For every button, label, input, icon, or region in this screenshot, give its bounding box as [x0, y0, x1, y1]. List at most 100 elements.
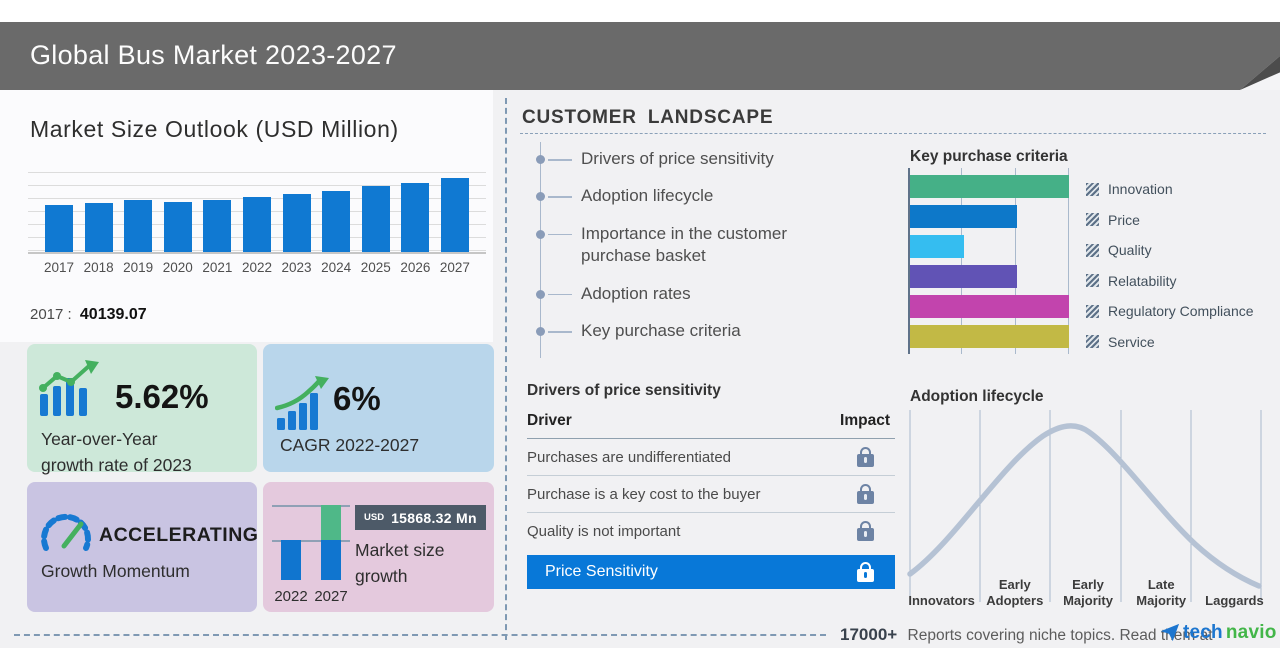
- market-size-bar-column: [161, 202, 195, 252]
- market-size-bar-column: [200, 200, 234, 252]
- kpc-legend-item: Regulatory Compliance: [1086, 296, 1254, 327]
- market-size-plot: [28, 172, 486, 254]
- kpc-legend-item: Relatability: [1086, 266, 1254, 297]
- market-size-bar-column: [240, 197, 274, 252]
- banner-label: Price Sensitivity: [545, 563, 658, 580]
- market-size-bar-2021: [203, 200, 232, 252]
- market-size-heading: Market Size Outlook (USD Million): [30, 116, 399, 142]
- driver-row: Quality is not important: [527, 513, 895, 549]
- callout-year: 2017: [30, 306, 64, 323]
- impact-cell: [835, 521, 895, 541]
- key-purchase-criteria-chart: [908, 168, 1069, 354]
- driver-row: Purchases are undifferentiated: [527, 439, 895, 476]
- kpc-bars: [910, 168, 1069, 348]
- callout-separator: :: [67, 306, 72, 323]
- page-title: Global Bus Market 2023-2027: [30, 40, 397, 70]
- adoption-lifecycle-heading: Adoption lifecycle: [910, 388, 1044, 405]
- cagr-label: CAGR 2022-2027: [280, 435, 420, 455]
- footer-message: Reports covering niche topics. Read them…: [907, 627, 1213, 644]
- growth-year-2022: 2022: [274, 588, 308, 605]
- market-size-bar-column: [121, 200, 155, 252]
- market-size-bar-column: [280, 194, 314, 252]
- momentum-value: ACCELERATING: [99, 524, 259, 546]
- market-size-bar-2020: [163, 202, 192, 252]
- customer-landscape-item: Adoption rates: [535, 283, 833, 305]
- kpc-bar-relatability: [910, 265, 1017, 288]
- kpc-legend: Innovation Price Quality Relatability Regula…: [1086, 174, 1254, 357]
- price-sensitivity-banner: Price Sensitivity: [527, 555, 895, 589]
- growth-bar-2027-base: [321, 540, 341, 580]
- market-size-bar-column: [398, 183, 432, 252]
- market-size-bar-2018: [84, 203, 113, 252]
- technavio-plane-icon: [1160, 623, 1180, 642]
- market-size-bar-column: [438, 178, 472, 252]
- lifecycle-stage-label: Early Majority: [1063, 577, 1113, 608]
- market-size-year-label: 2021: [202, 260, 233, 275]
- speedometer-icon: [41, 513, 91, 551]
- kpc-legend-label: Regulatory Compliance: [1108, 303, 1254, 320]
- column-impact: Impact: [840, 412, 890, 429]
- lock-icon: [856, 447, 874, 467]
- badge-amount: 15868.32 Mn: [391, 509, 477, 526]
- usd-growth-badge: USD 15868.32 Mn: [355, 505, 486, 530]
- kpc-legend-label: Quality: [1108, 242, 1152, 259]
- momentum-label: Growth Momentum: [41, 561, 190, 581]
- adoption-lifecycle-labels: Innovators Early Adopters Early Majority La…: [905, 556, 1271, 608]
- kpc-legend-label: Innovation: [1108, 181, 1173, 198]
- kpc-legend-label: Price: [1108, 211, 1140, 228]
- customer-landscape-item: Importance in the customer purchase bask…: [535, 223, 833, 268]
- kpc-bar-regulatory-compliance: [910, 295, 1069, 318]
- growth-year-2027: 2027: [314, 588, 348, 605]
- market-size-growth-tile: 2022 2027 USD 15868.32 Mn Market size gr…: [263, 482, 494, 612]
- impact-cell: [835, 484, 895, 504]
- market-size-chart: 2017 2018 2019 2020 2021 2022 2023 2024 2025 2026…: [28, 172, 486, 275]
- adoption-lifecycle-curve: [907, 410, 1262, 602]
- market-size-bar-2027: [440, 178, 469, 252]
- market-size-year-label: 2017: [43, 260, 75, 275]
- callout-value: 40139.07: [79, 306, 147, 323]
- customer-landscape-list: Drivers of price sensitivity Adoption lif…: [535, 142, 833, 358]
- customer-landscape-heading: CUSTOMER LANDSCAPE: [522, 107, 774, 128]
- market-size-bar-2023: [282, 194, 311, 252]
- title-bar: Global Bus Market 2023-2027: [0, 22, 1280, 90]
- yoy-growth-tile: 5.62% Year-over-Year growth rate of 2023: [27, 344, 257, 475]
- kpc-gridline-2: [1015, 168, 1016, 354]
- growth-momentum-tile: ACCELERATING Growth Momentum: [27, 482, 259, 612]
- lock-icon: [856, 484, 874, 504]
- key-purchase-criteria-heading: Key purchase criteria: [910, 148, 1068, 165]
- market-size-year-label: 2027: [439, 260, 470, 275]
- yoy-value: 5.62%: [115, 378, 209, 415]
- market-size-year-label: 2020: [162, 260, 193, 275]
- hatched-swatch-icon: [1086, 213, 1099, 227]
- market-size-bar-column: [82, 203, 116, 252]
- hatched-swatch-icon: [1086, 243, 1099, 257]
- kpc-bar-price: [910, 205, 1017, 228]
- lifecycle-stage-label: Early Adopters: [986, 577, 1044, 608]
- kpc-bar-service: [910, 325, 1069, 348]
- market-size-year-label: 2024: [321, 260, 352, 275]
- market-size-bar-2017: [45, 205, 73, 252]
- brand-part1: tech: [1183, 622, 1223, 643]
- market-size-bar-2026: [401, 183, 430, 252]
- lifecycle-stage-label: Laggards: [1205, 592, 1264, 608]
- market-size-year-label: 2018: [83, 260, 114, 275]
- driver-label: Purchase is a key cost to the buyer: [527, 485, 761, 503]
- market-size-x-axis: 2017 2018 2019 2020 2021 2022 2023 2024 2025 2026…: [28, 260, 486, 275]
- market-size-bar-column: [319, 191, 353, 252]
- market-size-year-label: 2025: [360, 260, 391, 275]
- bar-chart-trend-icon: [39, 360, 99, 416]
- kpc-legend-item: Price: [1086, 205, 1254, 236]
- hatched-swatch-icon: [1086, 274, 1099, 288]
- market-size-year-label: 2022: [241, 260, 272, 275]
- cagr-value: 6%: [333, 380, 381, 417]
- column-driver: Driver: [527, 412, 572, 429]
- driver-label: Quality is not important: [527, 522, 681, 540]
- hatched-swatch-icon: [1086, 182, 1099, 196]
- kpc-legend-item: Service: [1086, 327, 1254, 358]
- lock-icon: [856, 521, 874, 541]
- customer-landscape-item: Adoption lifecycle: [535, 185, 833, 207]
- growth-bar-2022: [281, 540, 301, 580]
- footer-text: 17000+ Reports covering niche topics. Re…: [840, 625, 1213, 645]
- report-count: 17000+: [840, 625, 898, 644]
